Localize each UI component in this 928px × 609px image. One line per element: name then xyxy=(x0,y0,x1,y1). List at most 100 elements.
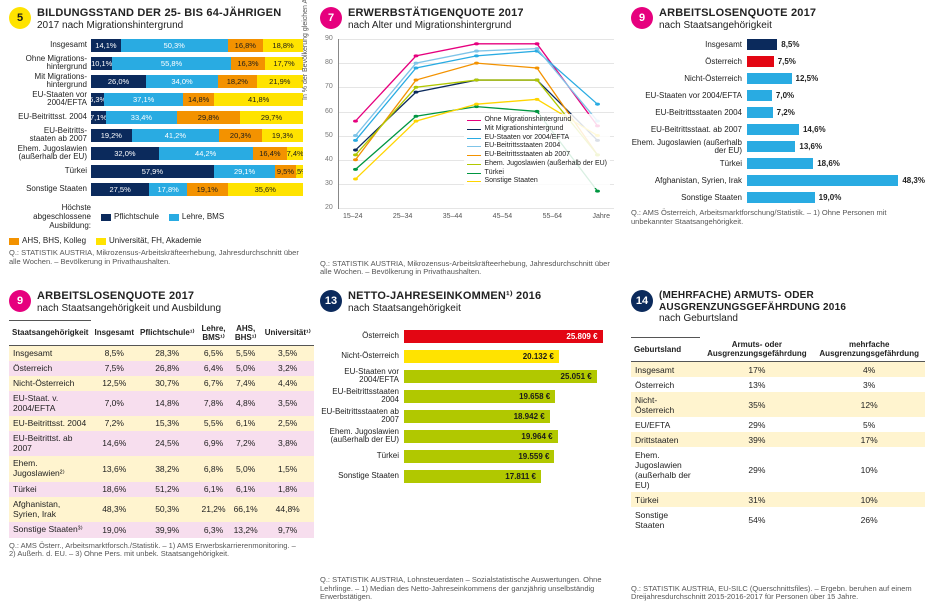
p5-bar: 27,5%17,8%19,1%35,6% xyxy=(91,183,303,196)
table-cell: 5% xyxy=(813,417,925,432)
table-row: Türkei18,6%51,2%6,1%6,1%1,8% xyxy=(9,482,314,497)
panel-5-education: 5 BILDUNGSSTAND DER 25- BIS 64-JÄHRIGEN … xyxy=(3,3,309,281)
p13-label: Sonstige Staaten xyxy=(320,472,404,480)
p5-segment: 14,8% xyxy=(183,93,214,106)
table-cell: 6,1% xyxy=(230,416,262,431)
table-header: Universität¹⁾ xyxy=(262,321,314,346)
table-row: Insgesamt8,5%28,3%6,5%5,5%3,5% xyxy=(9,345,314,361)
table-cell: 19,0% xyxy=(91,522,137,538)
p5-row: Sonstige Staaten27,5%17,8%19,1%35,6% xyxy=(9,181,303,197)
x-tick: 55–64 xyxy=(543,213,562,220)
x-unit: Jahre xyxy=(592,213,610,220)
table-row: Sonstige Staaten³⁾19,0%39,9%6,3%13,2%9,7… xyxy=(9,522,314,538)
table-cell: 66,1% xyxy=(230,497,262,522)
p13-bar: 18.942 € xyxy=(404,410,550,423)
p5-chart: Insgesamt14,1%50,3%16,8%18,8%Ohne Migrat… xyxy=(9,37,303,197)
hbar-value: 7,5% xyxy=(774,57,796,66)
hbar-row: Sonstige Staaten19,0% xyxy=(631,190,925,205)
hbar-label: Afghanistan, Syrien, Irak xyxy=(631,177,747,185)
table-row: Türkei31%10% xyxy=(631,492,925,507)
table-cell: Ehem. Jugoslawien²⁾ xyxy=(9,456,91,482)
p5-row: EU-Beitritts-staaten ab 200719,2%41,2%20… xyxy=(9,127,303,143)
table-row: Österreich13%3% xyxy=(631,377,925,392)
p13-row: Nicht-Österreich20.132 € xyxy=(320,348,614,364)
p13-bar: 25.051 € xyxy=(404,370,597,383)
table-cell: 3,8% xyxy=(262,431,314,456)
p5-bar: 14,1%50,3%16,8%18,8% xyxy=(91,39,303,52)
p7-chart: 2030405060708090 Ohne Migrationshintergr… xyxy=(338,39,614,209)
table-cell: EU-Staat. v. 2004/EFTA xyxy=(9,391,91,416)
table-cell: 1,8% xyxy=(262,482,314,497)
p5-segment: 16,4% xyxy=(253,147,288,160)
hbar-value: 8,5% xyxy=(777,40,799,49)
table-row: Drittstaaten39%17% xyxy=(631,432,925,447)
table-cell: 14,6% xyxy=(91,431,137,456)
p5-segment: 41,2% xyxy=(132,129,219,142)
p13-label: EU-Staaten vor 2004/EFTA xyxy=(320,368,404,384)
legend-item: Mit Migrationshintergrund xyxy=(467,125,607,134)
table-cell: 31% xyxy=(700,492,813,507)
badge-9b: 9 xyxy=(9,290,31,312)
p7-ylabel: In % der Bevölkerung gleichen Alters und… xyxy=(302,0,309,100)
panel-9-unemployment-by-education: 9 ARBEITSLOSENQUOTE 2017 nach Staatsange… xyxy=(3,286,309,606)
p5-row-label: Sonstige Staaten xyxy=(9,185,91,193)
hbar-value: 19,0% xyxy=(815,193,842,202)
table-cell: 14,8% xyxy=(137,391,197,416)
table-row: Ehem. Jugoslawien²⁾13,6%38,2%6,8%5,0%1,5… xyxy=(9,456,314,482)
p5-segment: 35,6% xyxy=(228,183,303,196)
hbar-label: EU-Beitrittsstaaten 2004 xyxy=(631,109,747,117)
p13-bar: 19.658 € xyxy=(404,390,555,403)
table-cell: 7,5% xyxy=(91,361,137,376)
p5-segment: 27,5% xyxy=(91,183,149,196)
p5-subtitle: 2017 nach Migrationshintergrund xyxy=(37,20,281,32)
table-cell: EU-Beitrittsst. 2004 xyxy=(9,416,91,431)
table-cell: 6,7% xyxy=(197,376,229,391)
p9a-footnote: Q.: AMS Österreich, Arbeitsmarktforschun… xyxy=(631,209,925,226)
table-cell: 7,8% xyxy=(197,391,229,416)
table-cell: 5,0% xyxy=(230,361,262,376)
legend-item: Ehem. Jugoslawien (außerhalb der EU) xyxy=(467,160,607,169)
p13-row: Österreich25.809 € xyxy=(320,328,614,344)
p9b-table: StaatsangehörigkeitInsgesamtPflichtschul… xyxy=(9,320,314,538)
table-cell: 38,2% xyxy=(137,456,197,482)
table-row: EU-Beitrittsst. 20047,2%15,3%5,5%6,1%2,5… xyxy=(9,416,314,431)
table-cell: 39% xyxy=(700,432,813,447)
p5-segment: 10,1% xyxy=(91,57,112,70)
legend-item: Türkei xyxy=(467,169,607,178)
p5-row-label: EU-Beitrittsst. 2004 xyxy=(9,113,91,121)
table-row: Sonstige Staaten54%26% xyxy=(631,507,925,532)
table-cell: 4,8% xyxy=(230,391,262,416)
p5-row-label: Ohne Migrations-hintergrund xyxy=(9,55,91,71)
p5-bar: 32,0%44,2%16,4%7,4% xyxy=(91,147,303,160)
table-cell: 26% xyxy=(813,507,925,532)
table-cell: 48,3% xyxy=(91,497,137,522)
legend-item: Pflichtschule xyxy=(101,212,159,221)
table-header: Staatsangehörigkeit xyxy=(9,321,91,346)
p5-bar: 19,2%41,2%20,3%19,3% xyxy=(91,129,303,142)
table-cell: 3,5% xyxy=(262,391,314,416)
table-cell: 17% xyxy=(700,362,813,378)
p5-segment: 19,3% xyxy=(262,129,303,142)
legend-item: Universität, FH, Akademie xyxy=(96,236,201,245)
p5-segment: 18,8% xyxy=(263,39,303,52)
p5-legend-caption: Höchste abgeschlossene Ausbildung: xyxy=(9,203,91,230)
p5-segment: 32,0% xyxy=(91,147,159,160)
table-cell: 6,1% xyxy=(230,482,262,497)
hbar-bar xyxy=(747,192,815,203)
p5-bar: 10,1%55,8%16,3%17,7% xyxy=(91,57,303,70)
p7-footnote: Q.: STATISTIK AUSTRIA, Mikrozensus-Arbei… xyxy=(320,260,614,277)
hbar-value: 7,0% xyxy=(772,91,794,100)
p5-segment: 21,9% xyxy=(257,75,303,88)
hbar-label: EU-Staaten vor 2004/EFTA xyxy=(631,92,747,100)
p9b-subtitle: nach Staatsangehörigkeit und Ausbildung xyxy=(37,303,221,315)
p5-segment: 19,1% xyxy=(187,183,227,196)
legend-item: AHS, BHS, Kolleg xyxy=(9,236,86,245)
p14-subtitle: nach Geburtsland xyxy=(659,313,925,325)
table-row: EU-Staat. v. 2004/EFTA7,0%14,8%7,8%4,8%3… xyxy=(9,391,314,416)
table-cell: 5,0% xyxy=(230,456,262,482)
p5-segment: 26,0% xyxy=(91,75,146,88)
table-row: EU/EFTA29%5% xyxy=(631,417,925,432)
gridline: 20 xyxy=(339,208,614,209)
table-header: Geburtsland xyxy=(631,337,700,362)
table-cell: 35% xyxy=(700,392,813,417)
